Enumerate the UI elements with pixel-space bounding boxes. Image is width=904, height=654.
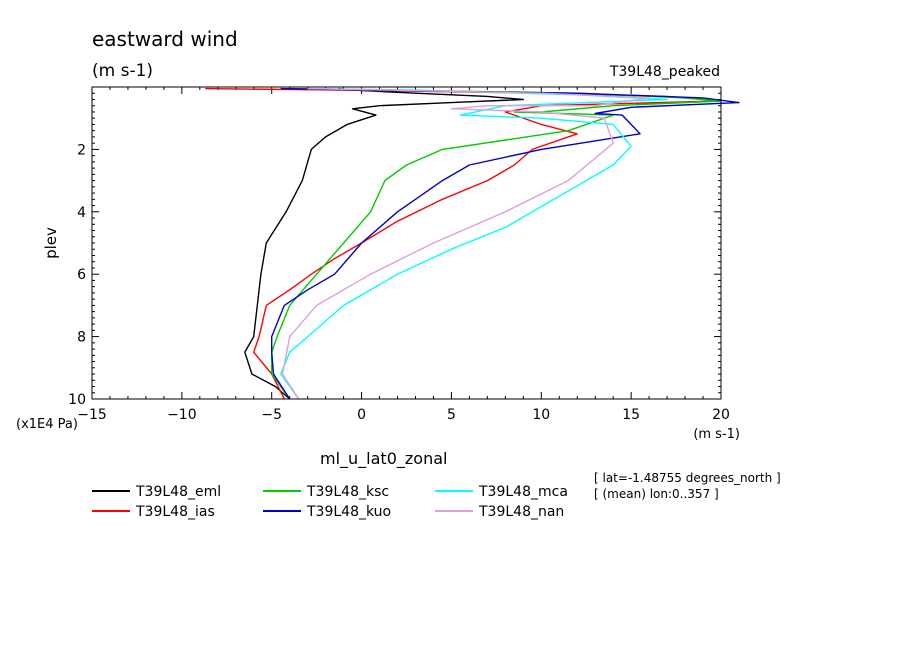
note-lon: [ (mean) lon:0..357 ] [594,487,719,501]
y-tick-label: 2 [77,142,86,158]
y-tick-label: 8 [77,330,86,346]
experiment-label: T39L48_peaked [609,64,720,80]
chart-title: eastward wind [92,27,238,51]
legend-label: T39L48_eml [135,484,221,500]
x-axis-ticks: −15 −10 −5 0 5 10 15 20 [77,87,730,423]
series-line-t39l48_eml [244,87,524,400]
y-axis-units: (x1E4 Pa) [16,417,78,432]
x-tick-label: −15 [77,407,107,423]
note-lat: [ lat=-1.48755 degrees_north ] [594,471,781,485]
legend-label: T39L48_nan [478,504,564,520]
plot-frame [91,86,722,400]
legend-label: T39L48_kuo [306,504,391,520]
y-axis-ticks: 2 4 6 8 10 [68,86,721,408]
x-axis-label: ml_u_lat0_zonal [320,449,447,469]
x-tick-label: 15 [622,407,640,423]
x-axis-units: (m s-1) [693,427,740,442]
x-tick-label: −10 [167,407,197,423]
legend-label: T39L48_ksc [306,484,389,500]
y-tick-label: 6 [77,267,86,283]
y-axis-label: plev [42,227,60,259]
legend-label: T39L48_mca [478,484,568,500]
chart-units: (m s-1) [92,61,153,81]
series-line-t39l48_kuo [271,87,740,400]
y-tick-label: 10 [68,392,86,408]
x-tick-label: −5 [261,407,282,423]
x-tick-label: 20 [712,407,730,423]
series-line-t39l48_mca [280,87,668,400]
series-lines [205,87,740,400]
legend-label: T39L48_ias [135,504,215,520]
legend: T39L48_eml T39L48_ias T39L48_ksc T39L48_kuo… [92,484,568,520]
series-line-t39l48_nan [281,87,650,400]
series-line-t39l48_ksc [271,87,722,400]
x-tick-label: 5 [447,407,456,423]
x-tick-label: 10 [532,407,550,423]
x-tick-label: 0 [357,407,366,423]
y-tick-label: 4 [77,205,86,221]
